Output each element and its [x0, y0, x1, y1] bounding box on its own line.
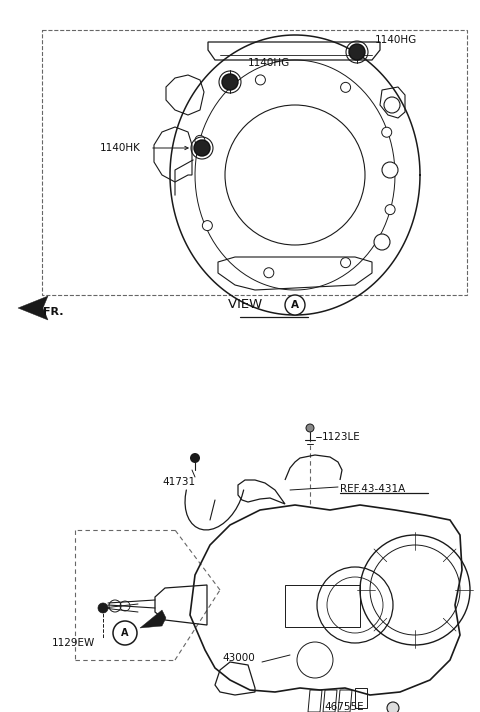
Text: A: A — [121, 628, 129, 638]
Text: FR.: FR. — [43, 307, 63, 317]
Circle shape — [222, 74, 238, 90]
Text: REF.43-431A: REF.43-431A — [340, 484, 405, 494]
Circle shape — [195, 135, 205, 145]
Text: 43000: 43000 — [222, 653, 255, 663]
Circle shape — [190, 453, 200, 463]
Circle shape — [341, 258, 350, 268]
Circle shape — [285, 295, 305, 315]
Circle shape — [255, 75, 265, 85]
Text: 46755E: 46755E — [324, 702, 364, 712]
Circle shape — [349, 44, 365, 60]
Circle shape — [306, 424, 314, 432]
Circle shape — [264, 268, 274, 278]
Bar — [42, 30, 467, 295]
Circle shape — [113, 621, 137, 645]
Circle shape — [387, 702, 399, 712]
Circle shape — [374, 234, 390, 250]
Polygon shape — [140, 610, 166, 628]
Circle shape — [382, 162, 398, 178]
Text: 1129EW: 1129EW — [52, 638, 95, 648]
Circle shape — [384, 97, 400, 113]
Circle shape — [382, 127, 392, 137]
Circle shape — [98, 603, 108, 613]
Text: VIEW: VIEW — [228, 298, 267, 312]
Text: 1123LE: 1123LE — [322, 432, 361, 442]
Circle shape — [341, 83, 350, 93]
Text: 1140HK: 1140HK — [100, 143, 141, 153]
Circle shape — [203, 221, 212, 231]
Circle shape — [385, 204, 395, 214]
Polygon shape — [18, 296, 48, 320]
Text: 41731: 41731 — [162, 477, 195, 487]
Bar — [285, 585, 360, 627]
Circle shape — [194, 140, 210, 156]
Text: 1140HG: 1140HG — [248, 58, 290, 68]
Text: A: A — [291, 300, 299, 310]
Text: 1140HG: 1140HG — [375, 35, 417, 45]
